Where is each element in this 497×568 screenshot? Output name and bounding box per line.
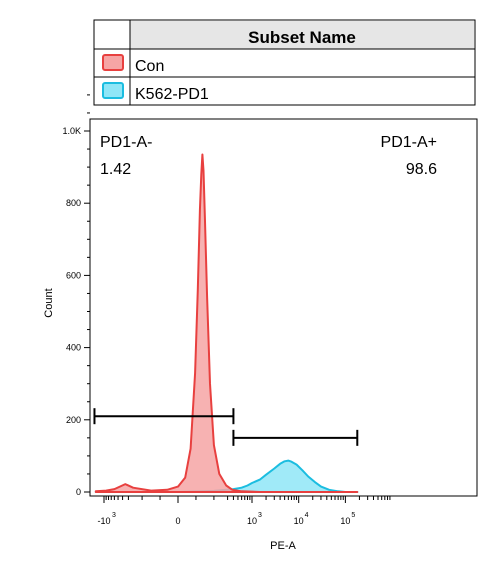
gate-right-name: PD1-A+: [381, 134, 437, 151]
x-tick-label: 0: [175, 516, 180, 526]
y-tick-label: 800: [66, 198, 81, 208]
series-layer: [94, 153, 359, 493]
legend-label-k562-pd1: K562-PD1: [135, 86, 209, 103]
y-tick-label: 0: [76, 487, 81, 497]
plot-frame: [89, 118, 478, 497]
gate-layer: [93, 408, 359, 446]
series-k562-pd1-area: [94, 459, 359, 493]
gate-left-value: 1.42: [100, 161, 131, 178]
y-axis-label: Count: [43, 288, 55, 317]
y-tick-label: 200: [66, 415, 81, 425]
legend-table: Subset Name Con K562-PD1: [93, 19, 476, 106]
x-tick-exponent: 3: [112, 512, 116, 519]
legend-swatch-con: [102, 54, 124, 71]
gate-left-name: PD1-A-: [100, 134, 152, 151]
x-tick-label: -10: [97, 516, 110, 526]
x-tick-exponent: 3: [258, 512, 262, 519]
legend-header: Subset Name: [248, 28, 356, 47]
y-tick-label: 600: [66, 270, 81, 280]
x-axis-label: PE-A: [270, 540, 296, 552]
x-tick-exponent: 4: [305, 512, 309, 519]
y-tick-label: 1.0K: [62, 126, 81, 136]
y-axis: 0 200 400 600 800 1.0K: [62, 94, 90, 497]
x-tick-label: 10: [340, 516, 350, 526]
x-tick-exponent: 5: [351, 512, 355, 519]
x-tick-label: 10: [247, 516, 257, 526]
x-tick-label: 10: [294, 516, 304, 526]
legend-swatch-k562-pd1: [102, 82, 124, 99]
y-tick-label: 400: [66, 343, 81, 353]
series-con-area: [94, 153, 359, 493]
gate-right-value: 98.6: [406, 161, 437, 178]
legend-label-con: Con: [135, 58, 164, 75]
legend-header-bg: [130, 21, 474, 49]
